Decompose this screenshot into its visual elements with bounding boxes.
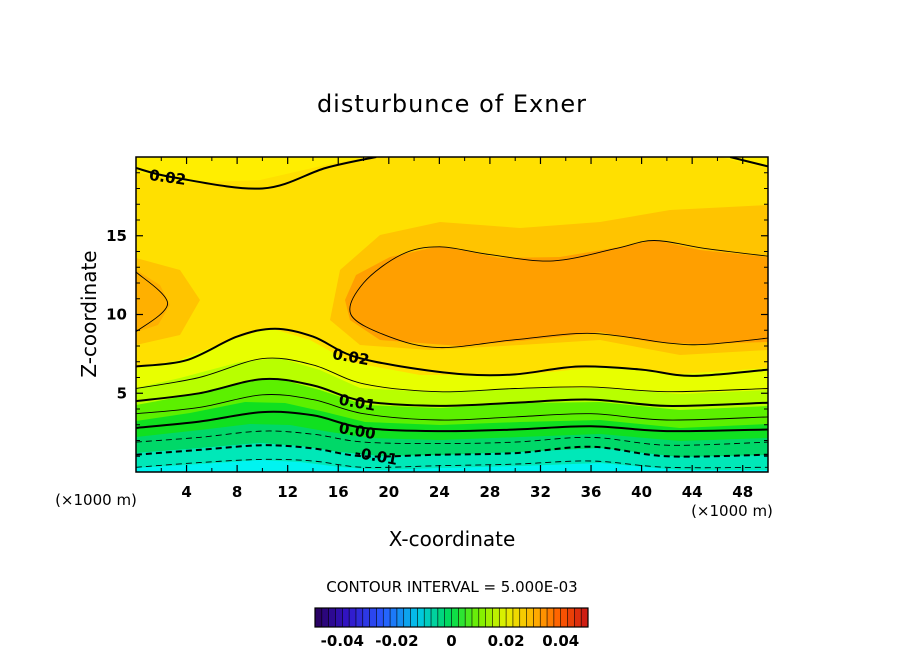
contour-line	[136, 377, 768, 407]
contour-line	[136, 430, 768, 446]
x-ticks: 4 8 12 16 20 24 28 32 36 40 44 48	[160, 157, 753, 501]
contour-line	[136, 444, 768, 458]
colorbar-cell	[581, 608, 589, 627]
y-tick-label: 5	[117, 384, 127, 402]
x-tick-label: 16	[328, 483, 349, 501]
colorbar-cell	[335, 608, 343, 627]
contour-line	[136, 327, 768, 377]
colorbar-cell	[321, 608, 330, 627]
x-tick-label: 48	[732, 483, 753, 501]
colorbar-cell	[383, 608, 391, 627]
colorbar-cell	[547, 608, 555, 627]
colorbar-cell	[437, 608, 446, 627]
band-cyan	[136, 460, 768, 472]
colorbar-cell	[519, 608, 528, 627]
band-upper-light	[136, 157, 368, 183]
band-orange-core	[345, 240, 768, 346]
x-tick-label: 32	[530, 483, 551, 501]
colorbar-cell	[342, 608, 350, 627]
band-orange-mid	[136, 270, 170, 332]
contour-label: 0.02	[148, 166, 187, 189]
y-unit-label: (×1000 m)	[55, 491, 137, 509]
colorbar-cell	[390, 608, 398, 627]
colorbar-cell	[458, 608, 466, 627]
x-unit-label: (×1000 m)	[691, 502, 773, 520]
colorbar-tick-label: -0.02	[375, 632, 418, 650]
x-tick-label: 40	[631, 483, 652, 501]
contour-labels: 0.020.020.010.00-0.01	[148, 166, 399, 469]
x-axis-label: X-coordinate	[389, 527, 516, 551]
colorbar-cell	[526, 608, 534, 627]
colorbar-cell	[328, 608, 336, 627]
colorbar-cell	[349, 608, 357, 627]
colorbar-cell	[403, 608, 412, 627]
y-tick-label: 15	[106, 227, 127, 245]
colorbar-tick-labels: -0.04 -0.02 0 0.02 0.04	[321, 632, 580, 650]
colorbar-tick-label: 0	[446, 632, 456, 650]
contour-interval-text: CONTOUR INTERVAL = 5.000E-03	[326, 578, 577, 596]
colorbar-cell	[376, 608, 384, 627]
contour-line	[136, 410, 768, 433]
x-tick-label: 36	[581, 483, 602, 501]
contour-line	[136, 271, 169, 333]
x-tick-label: 28	[479, 483, 500, 501]
colorbar-cell	[471, 608, 480, 627]
colorbar-cell	[485, 608, 493, 627]
band-upper-light-right	[720, 157, 768, 168]
colorbar-cell	[465, 608, 473, 627]
x-tick-label: 20	[378, 483, 399, 501]
colorbar-cell	[492, 608, 500, 627]
colorbar-tick-label: 0.02	[488, 632, 525, 650]
colorbar-cell	[362, 608, 371, 627]
colorbar-cell	[567, 608, 575, 627]
colorbar-cell	[444, 608, 452, 627]
colorbar-cell	[369, 608, 377, 627]
chart-title: disturbunce of Exner	[317, 90, 587, 118]
x-tick-label: 44	[682, 483, 703, 501]
contour-line	[136, 394, 768, 421]
contour-label-text: 0.02	[148, 166, 187, 189]
colorbar-cell	[560, 608, 569, 627]
colorbar-cell	[431, 608, 439, 627]
colorbar-cell	[417, 608, 425, 627]
colorbar-cell	[574, 608, 582, 627]
colorbar-cell	[424, 608, 432, 627]
x-tick-label: 4	[181, 483, 191, 501]
colorbar-cell	[451, 608, 459, 627]
y-axis-label: Z-coordinate	[77, 250, 101, 377]
colorbar-cell	[533, 608, 541, 627]
x-tick-label: 8	[232, 483, 242, 501]
contour-line	[136, 458, 768, 469]
colorbar-tick-label: -0.04	[321, 632, 364, 650]
plot-area	[136, 157, 768, 472]
x-tick-label: 24	[429, 483, 450, 501]
colorbar-cell	[506, 608, 514, 627]
y-tick-label: 10	[106, 306, 127, 324]
contour-line	[349, 240, 768, 349]
contour-line	[136, 357, 768, 393]
colorbar-cell	[553, 608, 562, 627]
colorbar-cell	[315, 608, 323, 627]
colorbar-cell	[512, 608, 521, 627]
y-ticks: 5 10 15	[106, 172, 768, 457]
colorbar-tick-label: 0.04	[542, 632, 579, 650]
colorbar-frame	[314, 607, 589, 628]
colorbar	[314, 607, 589, 628]
x-tick-label: 12	[277, 483, 298, 501]
colorbar-cell	[499, 608, 507, 627]
colorbar-cell	[540, 608, 548, 627]
colorbar-cell	[396, 608, 405, 627]
colorbar-cell	[355, 608, 364, 627]
colorbar-cell	[410, 608, 418, 627]
shading-bands	[136, 157, 768, 472]
contour-line	[136, 157, 377, 190]
colorbar-cell	[478, 608, 487, 627]
